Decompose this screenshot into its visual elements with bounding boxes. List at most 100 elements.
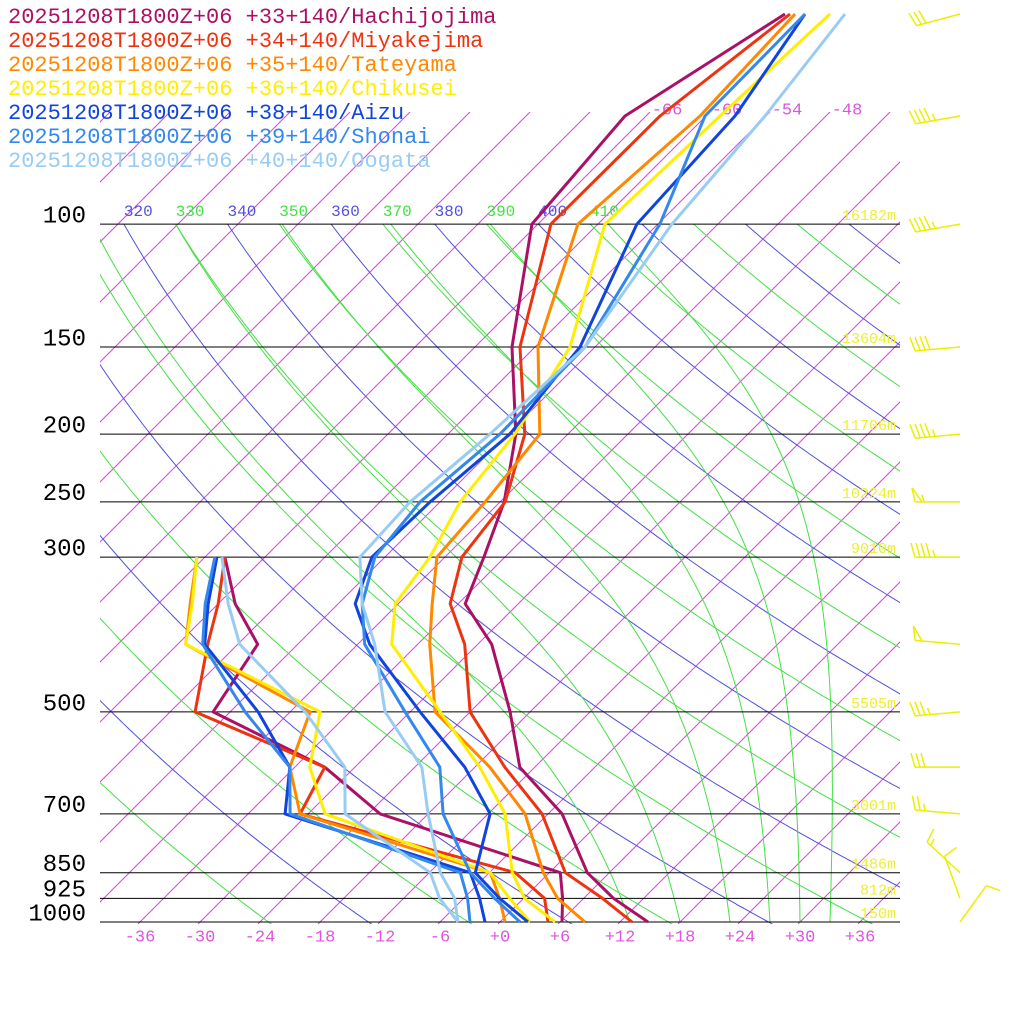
profile-line <box>353 13 807 924</box>
legend-entry: 20251208T1800Z+06 +38+140/Aizu <box>8 101 404 126</box>
isotherm <box>257 281 900 924</box>
legend-entry: 20251208T1800Z+06 +40+140/Oogata <box>8 149 430 174</box>
dry-adiabat <box>899 224 900 225</box>
wind-barb <box>909 422 961 439</box>
wind-barb <box>908 10 961 27</box>
pressure-label: 150 <box>43 326 86 353</box>
dry-adiabat <box>433 224 900 604</box>
profile-line <box>193 556 550 923</box>
isotherm <box>617 641 900 924</box>
theta-label: 350 <box>279 203 308 221</box>
dry-adiabat <box>744 224 900 346</box>
height-label: 9010m <box>851 541 896 558</box>
isotherm <box>737 761 900 924</box>
theta-label: 410 <box>590 203 619 221</box>
dry-adiabat <box>100 617 473 924</box>
height-label: 3001m <box>851 798 896 815</box>
theta-label: 320 <box>124 203 153 221</box>
isotherm <box>100 112 351 363</box>
profile-line <box>428 12 797 924</box>
theta-label: 450 <box>797 203 826 221</box>
dry-adiabat <box>123 224 900 888</box>
dry-adiabat <box>537 224 900 515</box>
isotherm <box>497 521 900 924</box>
height-label: 1486m <box>851 857 896 874</box>
dry-adiabat <box>796 224 900 305</box>
dry-adiabat <box>100 534 573 924</box>
x-tick-label: +24 <box>725 928 756 947</box>
dry-adiabat <box>100 781 273 924</box>
wind-barb <box>910 752 960 768</box>
pressure-label: 250 <box>43 481 86 508</box>
legend-entry: 20251208T1800Z+06 +35+140/Tateyama <box>8 53 457 78</box>
legend-entry: 20251208T1800Z+06 +36+140/Chikusei <box>8 77 457 102</box>
theta-label: 440 <box>745 203 774 221</box>
wind-barb <box>910 542 960 558</box>
dry-adiabat <box>226 224 900 790</box>
wind-barb <box>943 846 961 899</box>
dry-adiabat <box>983 209 1024 937</box>
wind-barb <box>908 107 961 125</box>
isotherm <box>437 461 900 924</box>
pressure-label: 300 <box>43 536 86 563</box>
isotherm <box>100 112 771 783</box>
isotherm <box>100 112 411 423</box>
theta-label: 330 <box>176 203 205 221</box>
dry-adiabat <box>382 224 900 649</box>
isotherm <box>100 112 231 243</box>
dry-adiabat <box>848 224 900 265</box>
pressure-label: 100 <box>43 203 86 230</box>
isotherm-grid <box>100 112 900 924</box>
height-label: 10224m <box>842 486 896 503</box>
dry-adiabat <box>641 224 900 430</box>
profile-line <box>448 12 791 924</box>
profile-line <box>390 12 832 924</box>
moist-adiabat <box>489 224 801 922</box>
isotherm <box>677 701 900 924</box>
isotherm <box>100 112 471 483</box>
isotherm <box>100 112 891 903</box>
height-label: 16182m <box>842 208 896 225</box>
isotherm <box>317 341 900 924</box>
isotherm <box>377 401 900 924</box>
moist-adiabat <box>390 224 771 923</box>
height-label: 5505m <box>851 696 896 713</box>
theta-label: 480 <box>953 203 982 221</box>
theta-label: 370 <box>383 203 412 221</box>
isotherm-label: -54 <box>772 101 803 120</box>
pressure-label: 500 <box>43 691 86 718</box>
theta-label: 360 <box>331 203 360 221</box>
x-tick-label: +36 <box>845 928 876 947</box>
isotherm <box>100 112 531 543</box>
dry-adiabat <box>100 363 774 924</box>
legend-entry: 20251208T1800Z+06 +33+140/Hachijojima <box>8 5 496 30</box>
profile-line <box>358 13 847 923</box>
wind-barb <box>959 884 1001 923</box>
x-tick-label: +18 <box>665 928 696 947</box>
height-label: 150m <box>860 906 896 923</box>
pressure-label: 925 <box>43 878 86 905</box>
pressure-label: 200 <box>43 414 86 441</box>
wind-barb <box>912 625 961 646</box>
x-tick-label: -30 <box>185 928 216 947</box>
height-label: 11706m <box>842 418 896 435</box>
height-label: 13604m <box>842 331 896 348</box>
dry-adiabat <box>330 224 900 695</box>
isotherm <box>197 221 900 924</box>
x-tick-label: -24 <box>245 928 276 947</box>
dry-adiabat <box>100 450 673 924</box>
wind-barb <box>909 335 961 352</box>
wind-barb <box>911 487 960 503</box>
x-tick-label: -12 <box>365 928 396 947</box>
wind-barb <box>911 795 961 815</box>
pressure-label: 700 <box>43 793 86 820</box>
x-tick-label: -36 <box>125 928 156 947</box>
profile-line <box>220 556 460 923</box>
theta-label: 490 <box>1004 203 1024 221</box>
x-tick-label: +30 <box>785 928 816 947</box>
theta-label: 390 <box>486 203 515 221</box>
legend-entry: 20251208T1800Z+06 +34+140/Miyakejima <box>8 29 483 54</box>
dry-adiabat <box>932 209 1024 937</box>
